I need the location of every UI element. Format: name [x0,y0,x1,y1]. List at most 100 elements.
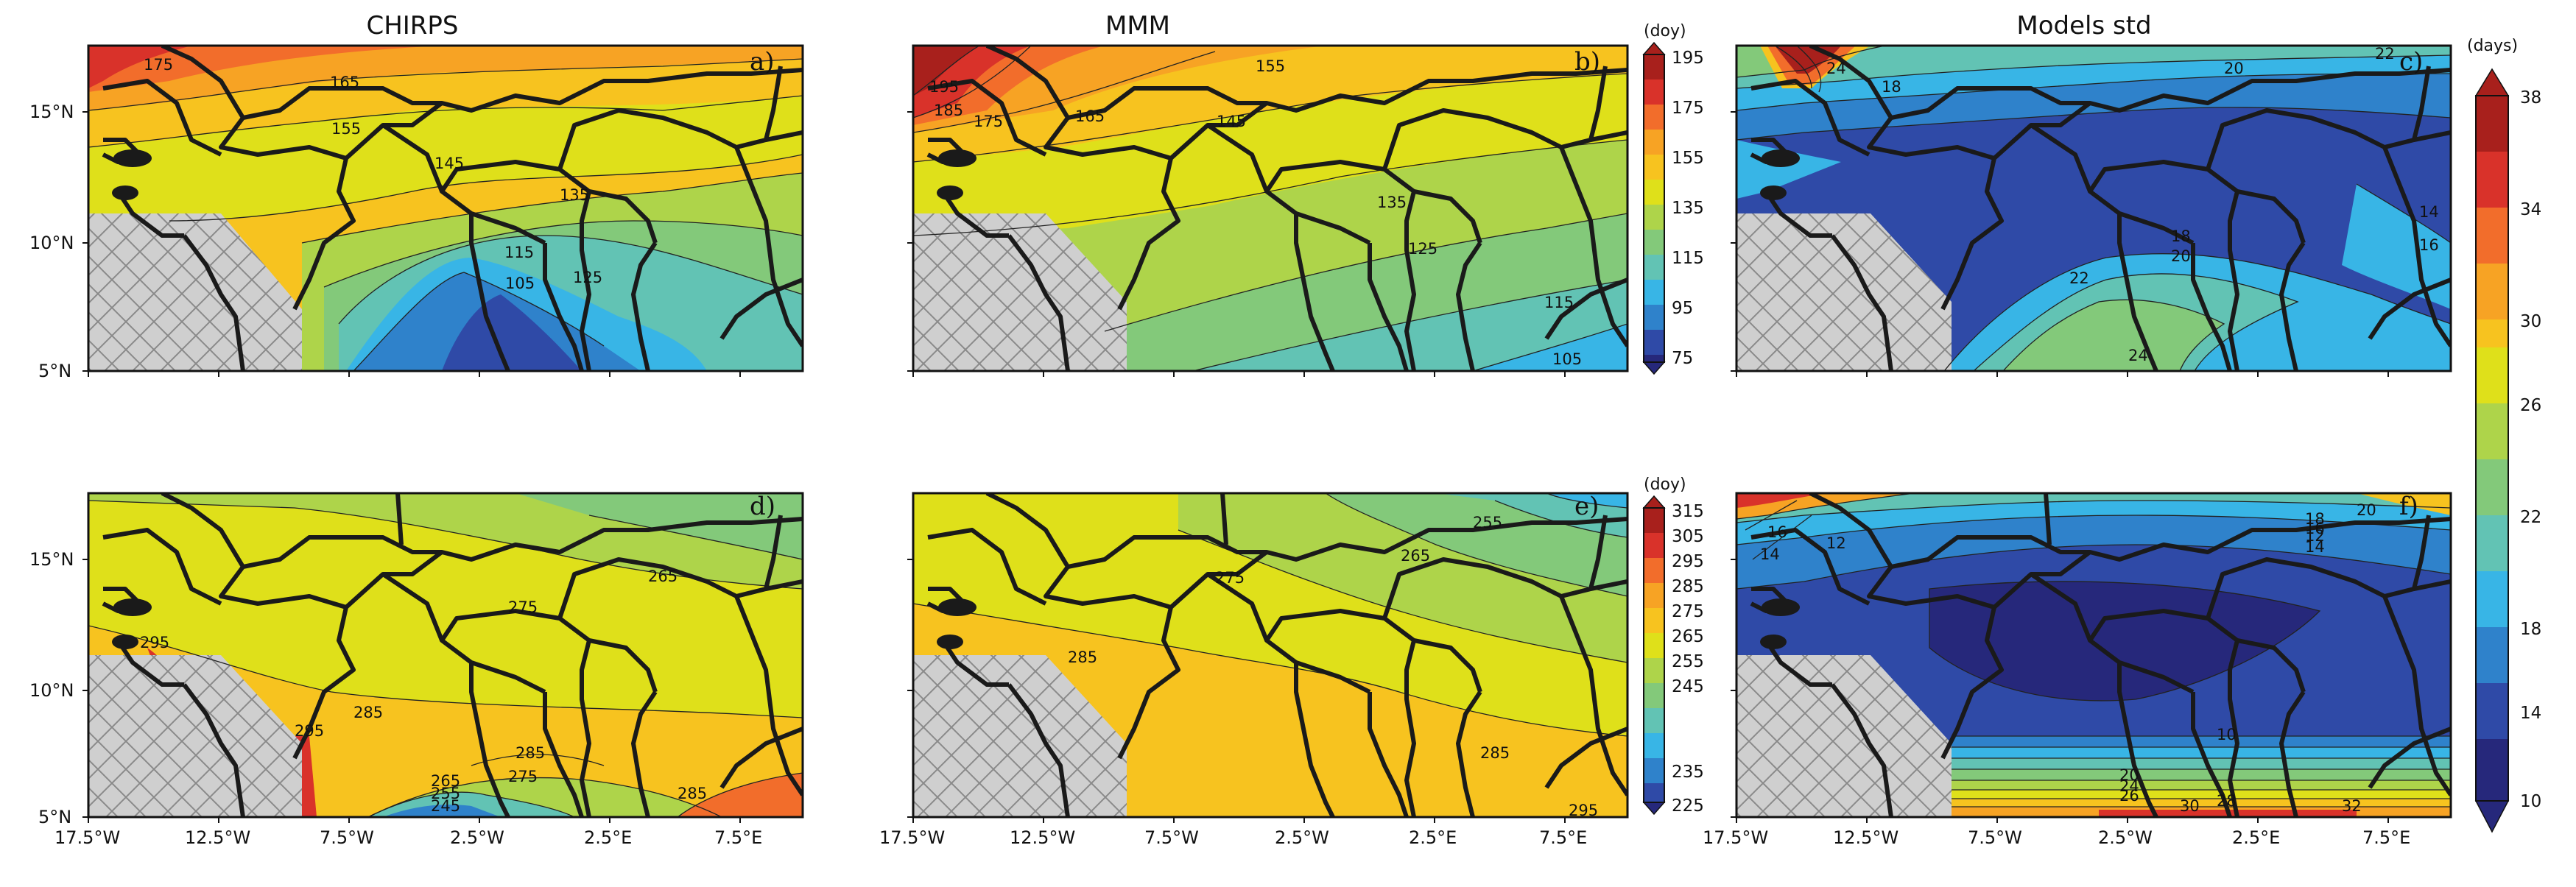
svg-text:165: 165 [1075,107,1105,125]
colorbar-cessation-tick: 265 [1672,627,1704,646]
lon-label-e-1: 17.5°W [879,827,946,848]
title-chirps: CHIRPS [366,11,459,40]
lat-label-10n-top: 10°N [29,233,74,253]
svg-text:10: 10 [2217,726,2237,743]
svg-text:135: 135 [560,186,589,204]
svg-text:26: 26 [2119,787,2139,805]
svg-text:18: 18 [1882,78,1901,96]
colorbar-cessation-tick: 285 [1672,577,1704,596]
svg-text:14: 14 [2305,538,2325,556]
title-mmm: MMM [1105,11,1170,40]
panel-b-frame [912,44,1629,372]
colorbar-onset [1642,41,1666,375]
colorbar-std [2474,68,2510,833]
colorbar-onset-tick: 195 [1672,49,1704,68]
svg-text:155: 155 [331,120,361,138]
svg-text:295: 295 [140,634,169,651]
svg-text:14: 14 [2419,203,2439,221]
svg-text:20: 20 [2357,501,2376,519]
svg-text:285: 285 [353,704,383,721]
svg-text:265: 265 [648,568,678,585]
panel-a-map: 165 155 145 135 125 115 105 175 [88,46,803,371]
colorbar-std-tick: 34 [2520,200,2542,219]
panel-d-frame [87,492,804,819]
svg-text:255: 255 [431,785,460,802]
svg-text:175: 175 [144,56,173,74]
lon-label-d-3: 7.5°W [320,827,374,848]
colorbar-onset-tick: 75 [1672,349,1694,368]
colorbar-cessation-tick: 225 [1672,796,1704,816]
panel-c-map: 20 22 24 18 14 16 20 22 24 18 [1736,46,2451,371]
lon-label-f-3: 7.5°W [1968,827,2022,848]
panel-letter-b: b) [1574,47,1601,77]
svg-text:275: 275 [508,768,538,785]
svg-text:175: 175 [974,113,1003,130]
svg-text:24: 24 [1826,60,1846,77]
svg-text:24: 24 [2119,777,2139,795]
panel-f-map: 12 14 16 18 20 12 10 14 16 20 24 26 28 3… [1736,493,2451,817]
colorbar-std-tick: 38 [2520,88,2542,107]
colorbar-std-tick: 26 [2520,396,2542,415]
colorbar-onset-unit: (doy) [1644,22,1686,40]
svg-text:155: 155 [1256,57,1285,75]
colorbar-cessation-tick: 245 [1672,677,1704,696]
lon-label-e-3: 7.5°W [1144,827,1199,848]
lon-label-f-4: 2.5°W [2098,827,2153,848]
lon-label-e-6: 7.5°E [1539,827,1588,848]
panel-letter-a: a) [750,47,775,77]
svg-text:265: 265 [431,772,460,790]
lon-label-d-2: 12.5°W [185,827,251,848]
lon-label-e-2: 12.5°W [1010,827,1076,848]
lon-label-f-6: 7.5°E [2362,827,2411,848]
colorbar-onset-tick: 95 [1672,299,1694,318]
lon-label-d-4: 2.5°W [450,827,504,848]
svg-text:18: 18 [2305,510,2325,528]
colorbar-onset-tick: 115 [1672,249,1704,268]
panel-a-frame [87,44,804,372]
lon-label-e-4: 2.5°W [1275,827,1329,848]
colorbar-cessation-unit: (doy) [1644,476,1686,494]
svg-text:115: 115 [1544,294,1574,311]
svg-text:295: 295 [1569,802,1598,819]
svg-text:275: 275 [508,598,538,616]
lon-label-d-6: 7.5°E [714,827,763,848]
lat-label-15n-top: 15°N [29,102,74,122]
panel-letter-d: d) [750,492,776,521]
svg-text:28: 28 [2217,792,2237,810]
svg-text:185: 185 [934,102,963,119]
lon-label-e-5: 2.5°E [1409,827,1457,848]
panel-letter-c: c) [2399,47,2424,77]
svg-text:275: 275 [1215,569,1245,587]
svg-text:125: 125 [1408,240,1437,258]
svg-text:20: 20 [2171,247,2191,265]
svg-text:16: 16 [2305,520,2325,537]
lat-label-10n-bottom: 10°N [29,680,74,701]
panel-e-frame [912,492,1629,819]
colorbar-cessation-tick: 235 [1672,763,1704,782]
colorbar-cessation-tick: 315 [1672,502,1704,521]
panel-letter-f: f) [2399,492,2418,521]
svg-text:125: 125 [573,269,602,286]
svg-text:24: 24 [2128,347,2148,364]
title-models-std: Models std [2016,11,2152,40]
colorbar-cessation-tick: 295 [1672,552,1704,571]
svg-text:295: 295 [295,722,324,740]
colorbar-std-tick: 30 [2520,312,2542,331]
svg-text:115: 115 [504,244,534,261]
svg-text:105: 105 [1552,350,1582,368]
svg-text:105: 105 [505,275,535,292]
lat-label-15n-bottom: 15°N [29,549,74,570]
colorbar-onset-tick: 155 [1672,149,1704,168]
svg-text:265: 265 [1401,547,1430,565]
svg-text:285: 285 [1068,649,1097,666]
colorbar-onset-tick: 135 [1672,199,1704,218]
panel-b-map: 195 185 175 165 155 145 135 125 115 105 [913,46,1627,371]
svg-text:16: 16 [1767,523,1787,541]
colorbar-std-tick: 10 [2520,792,2542,811]
svg-text:145: 145 [1217,113,1246,130]
lon-label-d-1: 17.5°W [54,827,121,848]
lon-label-f-2: 12.5°W [1833,827,1899,848]
svg-text:16: 16 [2419,236,2439,254]
lon-label-d-5: 2.5°E [584,827,633,848]
